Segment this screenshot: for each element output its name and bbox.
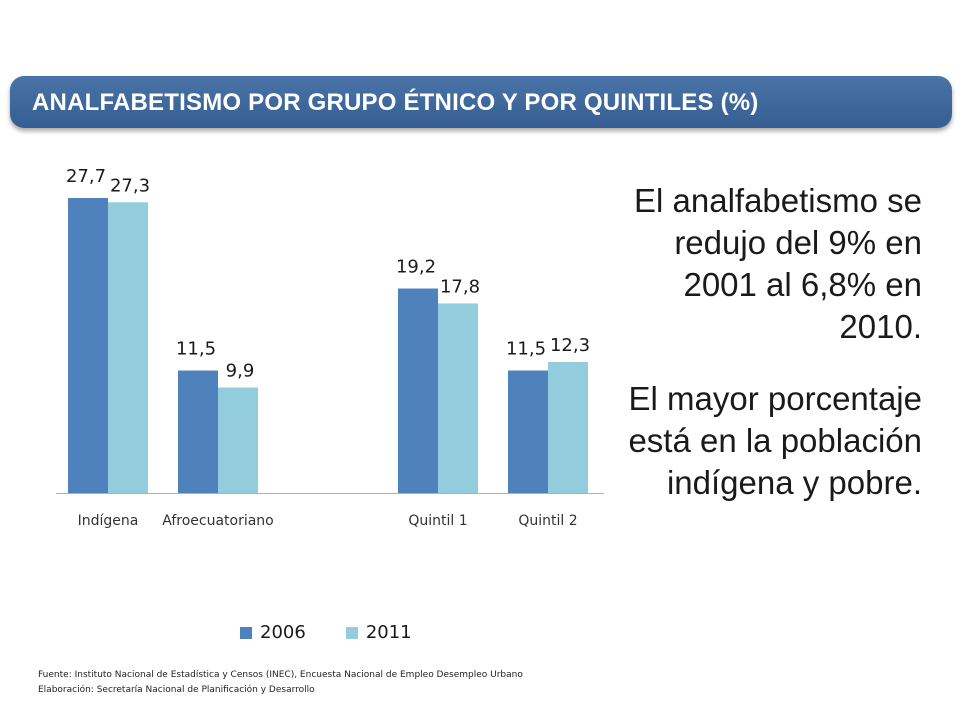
data-label-2006-1: 11,5 <box>176 339 216 360</box>
chart-legend: 2006 2011 <box>240 622 452 643</box>
footer-prepared-by: Elaboración: Secretaría Nacional de Plan… <box>38 685 315 695</box>
footer-source: Fuente: Instituto Nacional de Estadístic… <box>38 670 523 680</box>
bar-2006-1 <box>178 370 218 493</box>
x-tick-label-3: Quintil 1 <box>408 513 467 529</box>
footer: Fuente: Instituto Nacional de Estadístic… <box>38 668 523 698</box>
legend-label-2011: 2011 <box>365 622 412 643</box>
data-label-2011-1: 9,9 <box>226 361 255 382</box>
legend-swatch-2011 <box>345 626 358 639</box>
title-banner: ANALFABETISMO POR GRUPO ÉTNICO Y POR QUI… <box>10 76 952 128</box>
legend-item-2011: 2011 <box>345 622 412 643</box>
bar-2006-0 <box>68 198 108 493</box>
data-label-2006-0: 27,7 <box>66 166 106 187</box>
data-label-2011-0: 27,3 <box>110 175 150 196</box>
bar-2011-4 <box>548 362 588 493</box>
bar-2011-0 <box>108 202 148 493</box>
page-title: ANALFABETISMO POR GRUPO ÉTNICO Y POR QUI… <box>32 89 759 116</box>
data-label-2011-3: 17,8 <box>440 276 480 297</box>
x-tick-label-0: Indígena <box>78 513 139 529</box>
bar-2011-1 <box>218 387 258 493</box>
bar-2006-4 <box>508 370 548 493</box>
legend-item-2006: 2006 <box>240 622 306 643</box>
x-tick-label-4: Quintil 2 <box>518 513 577 529</box>
data-label-2006-4: 11,5 <box>506 339 546 360</box>
legend-swatch-2006 <box>240 626 252 639</box>
x-tick-label-1: Afroecuatoriano <box>162 513 274 529</box>
legend-label-2006: 2006 <box>260 622 306 643</box>
commentary-paragraph-1: El analfabetismo se redujo del 9% en 200… <box>634 182 922 345</box>
bar-chart: 27,7 27,3 Indígena 11,5 9,9 Afroecuatoriano 19… <box>56 166 604 529</box>
bar-2006-3 <box>398 288 438 493</box>
data-label-2011-4: 12,3 <box>550 335 590 356</box>
bar-2011-3 <box>438 303 478 493</box>
commentary: El analfabetismo se redujo del 9% en 200… <box>592 180 922 504</box>
commentary-paragraph-2: El mayor porcentaje está en la población… <box>628 380 922 501</box>
data-label-2006-3: 19,2 <box>396 257 436 278</box>
